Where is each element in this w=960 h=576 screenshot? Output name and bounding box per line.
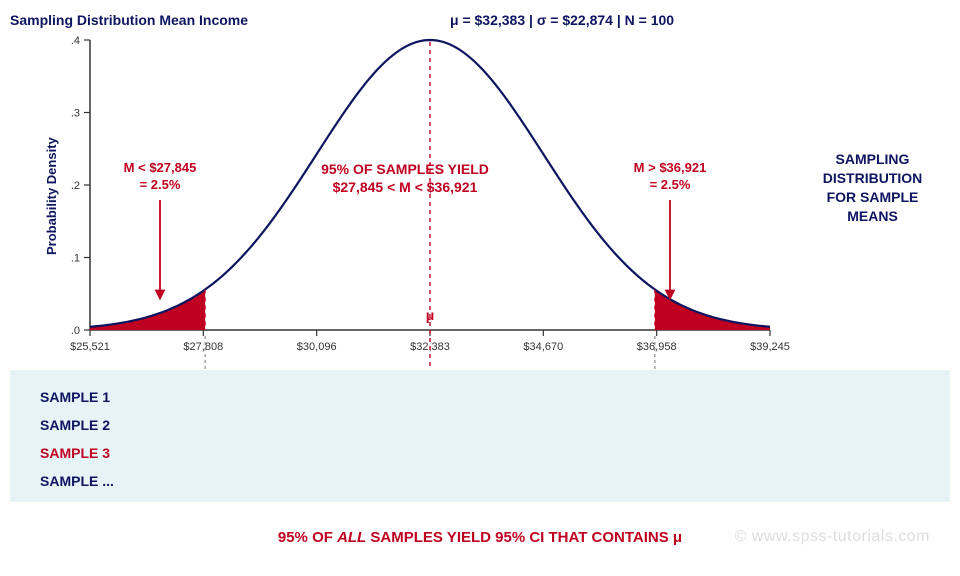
svg-text:.3: .3 [71, 108, 80, 120]
svg-text:.4: .4 [71, 35, 80, 47]
svg-text:.1: .1 [71, 253, 80, 265]
y-axis-label: Probability Density [44, 137, 59, 255]
sample-row-label: SAMPLE ... [40, 473, 114, 489]
ci-panel [10, 370, 950, 502]
middle-annotation: 95% OF SAMPLES YIELD$27,845 < M < $36,92… [280, 160, 530, 196]
sample-row-label: SAMPLE 2 [40, 417, 110, 433]
svg-text:.0: .0 [71, 325, 80, 337]
sample-row-label: SAMPLE 3 [40, 445, 110, 461]
svg-text:$36,958: $36,958 [637, 341, 677, 353]
left-tail-annotation: M < $27,845= 2.5% [100, 160, 220, 194]
svg-text:$25,521: $25,521 [70, 341, 110, 353]
sample-row-label: SAMPLE 1 [40, 389, 110, 405]
svg-text:$27,808: $27,808 [183, 341, 223, 353]
svg-text:.2: .2 [71, 180, 80, 192]
svg-text:$39,245: $39,245 [750, 341, 790, 353]
svg-text:$30,096: $30,096 [297, 341, 337, 353]
right-tail-annotation: M > $36,921= 2.5% [610, 160, 730, 194]
svg-text:$34,670: $34,670 [523, 341, 563, 353]
watermark: © www.spss-tutorials.com [735, 528, 930, 546]
svg-text:μ: μ [426, 307, 435, 323]
side-label-distribution: SAMPLINGDISTRIBUTIONFOR SAMPLEMEANS [805, 150, 940, 226]
